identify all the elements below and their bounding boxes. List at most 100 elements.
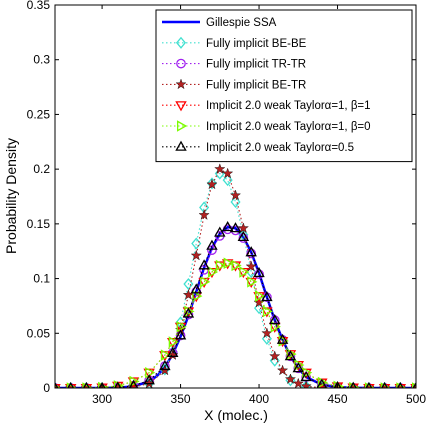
- data-point: [174, 329, 187, 340]
- data-point: [245, 260, 257, 272]
- data-point: [207, 245, 217, 255]
- legend-box: [155, 9, 413, 163]
- data-point: [176, 320, 187, 333]
- data-point: [190, 283, 202, 294]
- x-tick-label: 400: [249, 392, 269, 406]
- data-point: [262, 305, 274, 318]
- data-point: [292, 377, 304, 388]
- x-tick-label: 300: [92, 392, 112, 406]
- data-point: [365, 381, 373, 388]
- y-tick-label: 0.2: [33, 162, 50, 176]
- data-point: [114, 381, 122, 388]
- data-point: [55, 381, 59, 388]
- data-point: [168, 336, 179, 348]
- data-point: [198, 259, 210, 270]
- legend-marker: [176, 58, 186, 69]
- data-point: [237, 222, 249, 233]
- legend-marker: [175, 36, 187, 49]
- data-point: [67, 381, 75, 388]
- data-point: [412, 381, 416, 388]
- x-tick-label: 350: [171, 392, 191, 406]
- data-point: [284, 373, 297, 384]
- legend: Gillespie SSA Fully implicit BE-BE Fully i…: [155, 9, 413, 163]
- data-point: [300, 370, 312, 382]
- x-tick-label: 450: [328, 392, 348, 406]
- data-point: [207, 266, 219, 278]
- data-point: [254, 269, 264, 280]
- legend-marker: [175, 140, 187, 151]
- data-point: [229, 222, 242, 233]
- data-point: [237, 230, 250, 242]
- data-point: [221, 220, 234, 232]
- legend-entry: Fully implicit TR-TR: [206, 59, 306, 71]
- x-axis-label: X (molec.): [204, 407, 268, 423]
- y-tick-label: 0.35: [27, 0, 51, 12]
- x-tick-label: 500: [406, 392, 426, 406]
- data-point: [229, 189, 242, 201]
- data-point: [223, 257, 234, 269]
- data-point: [349, 381, 357, 388]
- data-point: [214, 226, 226, 237]
- data-point: [261, 327, 273, 339]
- legend-entry: Fully implicit BE-BE: [206, 38, 307, 50]
- data-point: [183, 277, 194, 291]
- legend-marker: [176, 120, 188, 132]
- data-point: [143, 374, 155, 385]
- legend-entry: Implicit 2.0 weak Taylorα=0.5: [206, 142, 354, 154]
- data-point: [277, 364, 289, 376]
- y-tick-label: 0.15: [27, 217, 51, 231]
- data-point: [145, 366, 156, 379]
- ticks-layer: 300 350 400 450 500 0 0.05 0.1 0.15 0.2 0.25 0.3 0.3…: [27, 0, 427, 406]
- data-point: [200, 276, 211, 288]
- data-point: [206, 177, 218, 190]
- data-point: [192, 290, 203, 302]
- legend-marker: [175, 78, 187, 90]
- data-point: [159, 363, 170, 376]
- series-6: [55, 220, 416, 388]
- data-point: [206, 239, 218, 250]
- data-point: [182, 307, 195, 318]
- data-point: [396, 381, 404, 388]
- data-point: [159, 359, 171, 371]
- series-line: [55, 262, 416, 388]
- data-point: [302, 366, 313, 379]
- data-point: [269, 313, 281, 325]
- data-point: [269, 350, 281, 362]
- legend-entry: Fully implicit BE-TR: [206, 79, 306, 91]
- data-point: [284, 350, 297, 361]
- data-point: [300, 380, 312, 388]
- y-tick-label: 0.3: [33, 53, 50, 67]
- data-point: [98, 381, 106, 388]
- data-point: [276, 333, 289, 344]
- data-point: [215, 259, 226, 272]
- data-point: [214, 163, 226, 174]
- y-axis-label: Probability Density: [3, 138, 19, 254]
- data-point: [183, 309, 194, 320]
- data-point: [129, 375, 140, 388]
- data-point: [270, 320, 281, 333]
- data-point: [206, 178, 218, 190]
- series-line: [55, 226, 416, 388]
- data-point: [239, 266, 250, 278]
- data-point: [238, 233, 249, 243]
- data-point: [166, 346, 179, 357]
- data-point: [253, 266, 265, 278]
- y-tick-label: 0.05: [27, 326, 51, 340]
- data-point: [294, 359, 305, 371]
- data-point: [255, 290, 266, 302]
- data-point: [190, 249, 202, 261]
- legend-entry: Implicit 2.0 weak Taylorα=1, β=0: [206, 121, 371, 133]
- data-point: [381, 381, 389, 388]
- data-point: [245, 246, 257, 257]
- legend-entry: Gillespie SSA: [206, 17, 277, 29]
- data-point: [333, 380, 342, 388]
- data-point: [231, 259, 242, 272]
- data-point: [316, 378, 328, 388]
- y-tick-label: 0.25: [27, 107, 51, 121]
- y-tick-label: 0.1: [33, 272, 50, 286]
- data-point: [261, 291, 273, 302]
- legend-entry: Implicit 2.0 weak Taylorα=1, β=1: [206, 100, 371, 112]
- plot-frame: [54, 4, 417, 389]
- data-point: [128, 379, 139, 388]
